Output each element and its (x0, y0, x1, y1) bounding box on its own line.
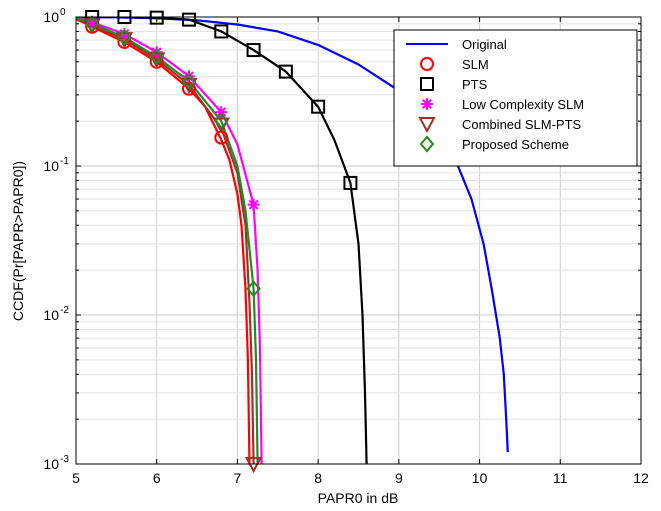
legend-label-combined-slm-pts: Combined SLM-PTS (462, 117, 582, 132)
series-line-proposed-scheme (76, 17, 259, 464)
data-point-slm (182, 81, 196, 96)
x-axis-label: PAPR0 in dB (318, 490, 399, 506)
x-tick-labels: 5 6 7 8 9 10 11 12 (72, 470, 649, 486)
legend-swatch-proposed-scheme (419, 135, 435, 153)
legend-swatch-low-complexity-slm (421, 98, 433, 110)
data-point-low-complexity-slm (150, 46, 163, 59)
data-point-proposed-scheme (117, 28, 132, 46)
series-line-slm (76, 18, 251, 464)
y-tick-exponent: -3 (60, 454, 69, 465)
legend-swatch-combined-slm-pts (418, 117, 436, 134)
y-tick-exponent: -2 (60, 305, 69, 316)
data-point-proposed-scheme (246, 280, 261, 298)
legend-label-slm: SLM (462, 57, 489, 72)
data-point-pts (246, 43, 261, 58)
x-tick-label: 9 (395, 470, 403, 486)
y-tick-exponent: 0 (60, 7, 66, 18)
x-tick-label: 7 (234, 470, 242, 486)
data-point-pts (278, 64, 293, 79)
data-point-low-complexity-slm (247, 198, 260, 211)
data-point-proposed-scheme (84, 15, 100, 33)
x-tick-label: 5 (72, 470, 80, 486)
y-tick-label: 10 (43, 456, 59, 472)
data-point-pts (214, 24, 229, 39)
legend-box (393, 29, 638, 167)
legend: Original SLM PTS Low Complexity SLM Combined… (393, 29, 638, 167)
data-point-proposed-scheme (149, 48, 165, 66)
plot-frame (75, 16, 642, 465)
y-tick-label: 10 (43, 158, 59, 174)
y-tick-label: 10 (43, 9, 59, 25)
legend-swatch-pts (420, 77, 434, 91)
y-tick-label: 10 (43, 307, 59, 323)
legend-label-original: Original (462, 37, 507, 52)
data-point-low-complexity-slm (86, 16, 99, 29)
data-point-pts (343, 175, 358, 190)
legend-label-low-complexity-slm: Low Complexity SLM (462, 97, 584, 112)
legend-label-proposed-scheme: Proposed Scheme (462, 137, 569, 152)
data-point-low-complexity-slm (215, 106, 228, 119)
data-point-pts (149, 10, 164, 25)
data-point-pts (311, 99, 326, 114)
x-tick-label: 11 (553, 470, 568, 486)
x-tick-label: 12 (633, 470, 649, 486)
legend-label-pts: PTS (462, 77, 488, 92)
data-point-low-complexity-slm (183, 70, 195, 83)
y-axis-label: CCDF(Pr[PAPR>PAPR0]) (10, 161, 26, 321)
marker-layer (83, 10, 358, 474)
y-tick-exponent: -1 (60, 156, 69, 167)
data-point-pts (182, 12, 196, 27)
data-point-proposed-scheme (213, 112, 229, 130)
x-tick-label: 8 (314, 470, 322, 486)
legend-swatch-slm (420, 57, 434, 71)
data-point-proposed-scheme (181, 72, 197, 90)
x-tick-label: 10 (472, 470, 488, 486)
x-tick-label: 6 (153, 470, 161, 486)
